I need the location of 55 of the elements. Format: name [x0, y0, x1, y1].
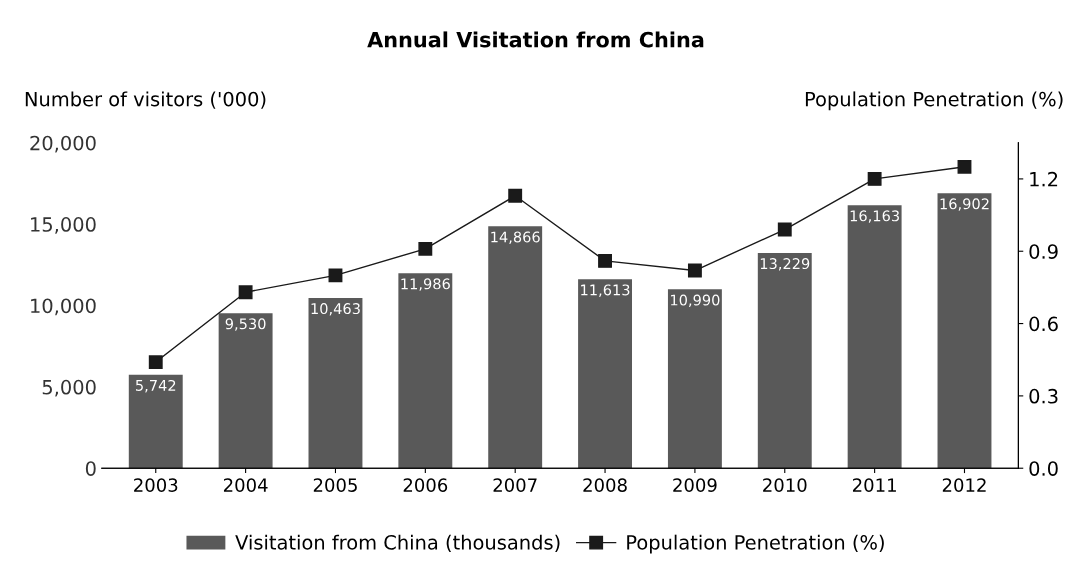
y-tick-label: 5,000: [42, 379, 96, 397]
x-tick-label: 2009: [673, 478, 717, 492]
y2-axis-title: Population Penetration (%): [805, 91, 1063, 111]
point: [777, 222, 792, 237]
data-label: 14,866: [491, 231, 540, 244]
x-tick-label: 2011: [852, 478, 896, 492]
point: [148, 355, 163, 370]
bar: [667, 289, 722, 469]
x-tick-label: 2005: [313, 478, 357, 492]
y2-tick-label: 1.2: [1030, 171, 1058, 187]
data-label: 16,163: [850, 210, 899, 223]
x-tick-label: 2012: [942, 478, 986, 492]
y2-tick-label: 0.6: [1029, 316, 1058, 332]
y-tick-label: 10,000: [31, 298, 96, 316]
data-label: 11,613: [581, 284, 630, 297]
legend-label: Population Penetration (%): [627, 534, 884, 554]
y-tick-label: 20,000: [30, 135, 96, 153]
data-label: 10,463: [311, 303, 360, 316]
data-label: 11,986: [401, 278, 450, 291]
bar: [308, 297, 363, 469]
point: [957, 159, 972, 174]
data-label: 13,229: [760, 258, 810, 271]
point: [418, 241, 433, 256]
y2-tick-label: 0.9: [1029, 244, 1058, 259]
x-tick-label: 2004: [223, 478, 268, 492]
bar: [578, 279, 633, 469]
x-tick-label: 2003: [134, 478, 178, 492]
y2-tick-label: 0.3: [1029, 388, 1058, 404]
point: [238, 285, 253, 300]
bar: [218, 313, 273, 469]
bar: [128, 374, 183, 469]
y-tick-label: 0: [85, 461, 96, 476]
y-tick-label: 15,000: [31, 217, 96, 234]
bar: [398, 273, 453, 469]
bar: [847, 205, 902, 469]
bar: [488, 226, 543, 469]
point: [508, 188, 523, 203]
point: [867, 171, 882, 186]
x-tick-label: 2008: [583, 478, 627, 492]
bar: [757, 252, 812, 469]
y-axis-title: Number of visitors ('000): [25, 91, 266, 109]
point: [598, 253, 612, 268]
data-label: 9,530: [225, 318, 266, 331]
x-tick-label: 2010: [763, 478, 807, 492]
bar: [937, 193, 992, 469]
point: [687, 263, 702, 278]
data-label: 10,990: [671, 294, 720, 308]
chart-title: Annual Visitation from China: [367, 31, 704, 48]
y2-tick-label: 0.0: [1029, 461, 1058, 476]
data-label: 5,742: [136, 379, 176, 393]
x-tick-label: 2007: [493, 478, 537, 492]
point: [328, 268, 343, 283]
legend-label: Visitation from China (thousands): [235, 534, 560, 553]
x-tick-label: 2006: [403, 478, 448, 492]
data-label: 16,902: [940, 198, 989, 211]
